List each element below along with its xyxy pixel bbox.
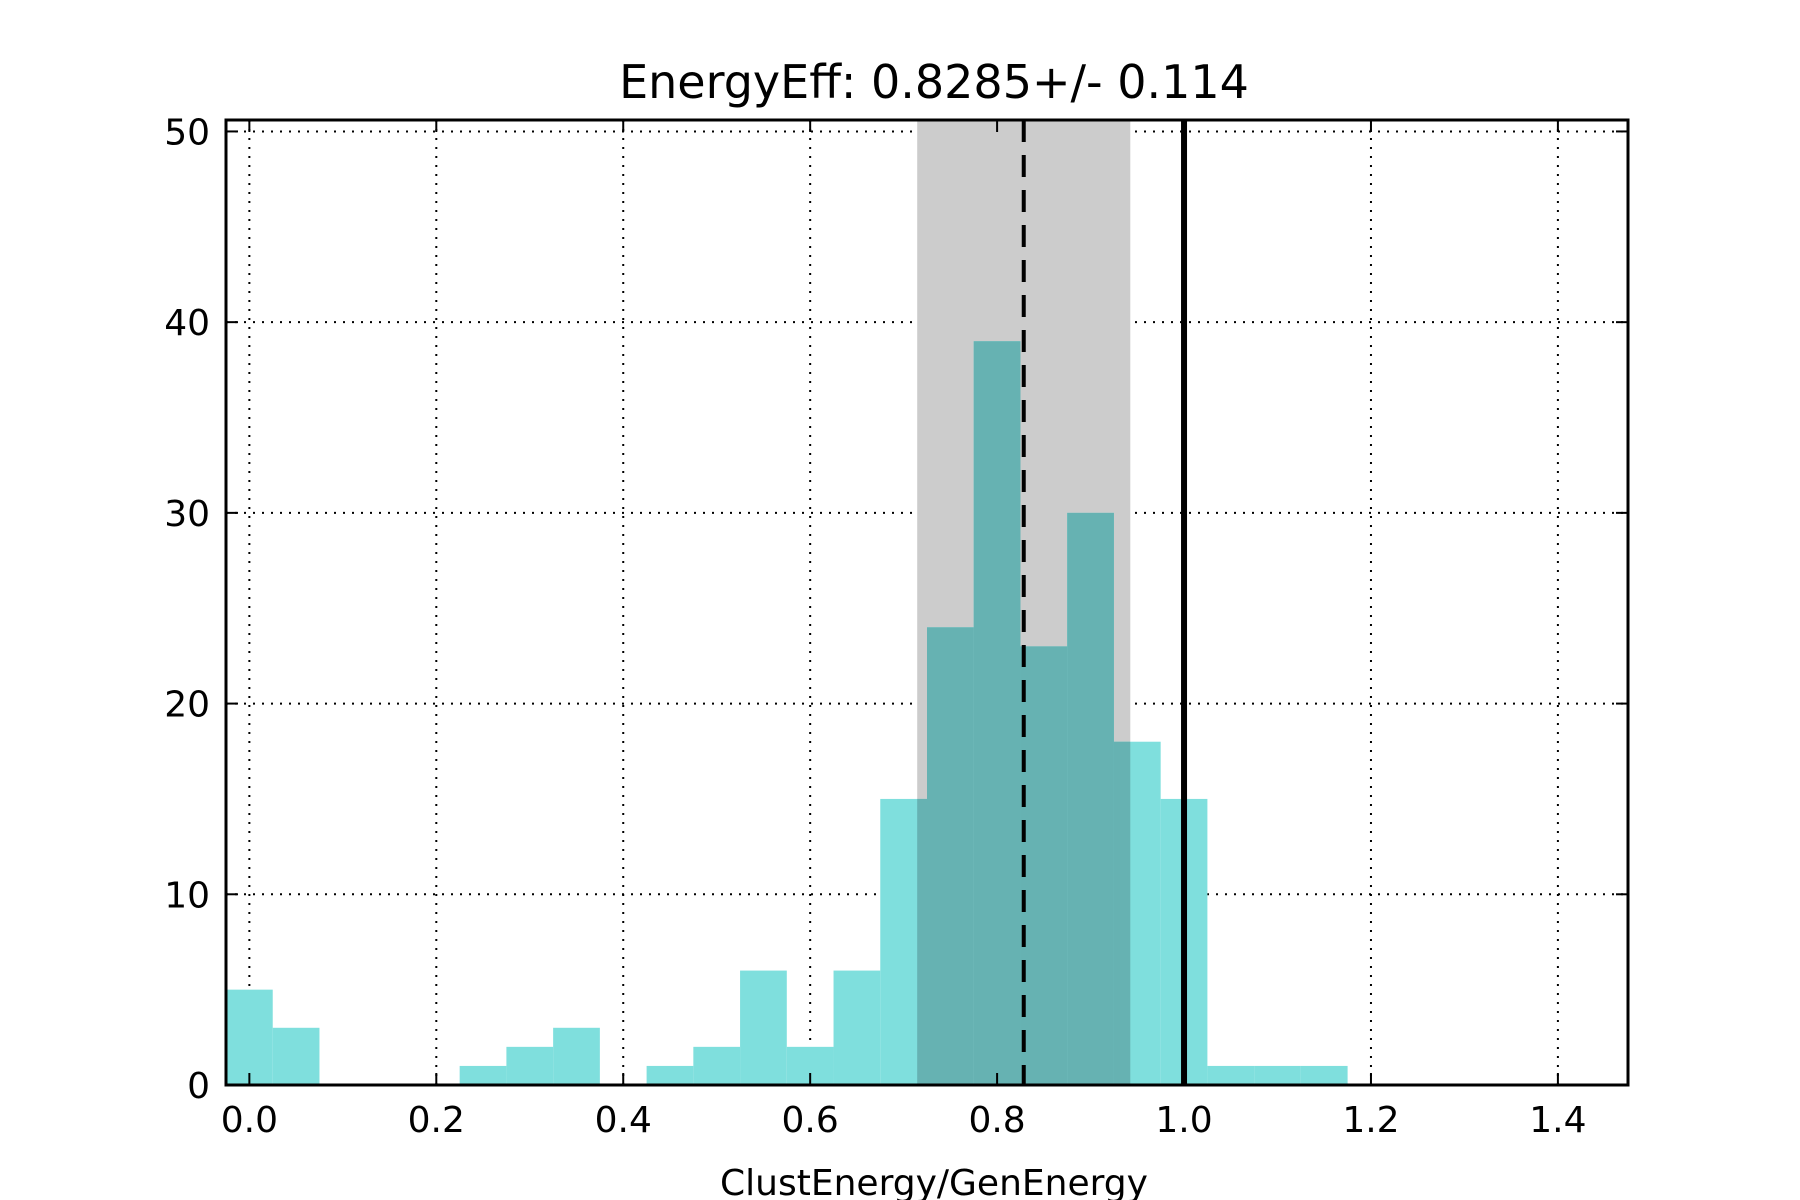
histogram-bar	[693, 1046, 741, 1085]
tick-labels: 0.0 0.2 0.4 0.6 0.8 1.0 1.2 1.4 0 10 20 30 40 50	[164, 112, 1586, 1141]
chart-title: EnergyEff: 0.8285+/- 0.114	[619, 55, 1249, 109]
histogram-bar	[833, 970, 881, 1085]
reference-lines	[1021, 120, 1188, 1085]
histogram-bar-overlap	[1020, 646, 1068, 1085]
histogram-bar	[459, 1065, 507, 1085]
histogram-bar-overlap	[1067, 512, 1114, 1085]
histogram-bar	[506, 1046, 554, 1085]
x-tick-label: 0.6	[782, 1100, 839, 1141]
band-overlap	[917, 341, 1131, 1085]
axes	[224, 118, 1630, 1087]
histogram-bar	[1254, 1065, 1301, 1085]
x-tick-label: 0.8	[968, 1100, 1025, 1141]
y-tick-label: 50	[164, 112, 210, 153]
y-tick-label: 30	[164, 494, 210, 535]
x-tick-label: 1.0	[1155, 1100, 1212, 1141]
histogram-bar	[1207, 1065, 1255, 1085]
x-tick-label: 0.4	[595, 1100, 652, 1141]
histogram-bar	[553, 1027, 600, 1085]
y-tick-label: 0	[187, 1066, 210, 1107]
x-tick-label: 1.2	[1342, 1100, 1399, 1141]
histogram-bars	[226, 341, 1348, 1085]
histogram-bar	[272, 1027, 320, 1085]
histogram-bar	[1300, 1065, 1348, 1085]
y-tick-label: 20	[164, 685, 210, 726]
histogram-bar-overlap	[973, 341, 1021, 1085]
x-tick-label: 1.4	[1529, 1100, 1586, 1141]
y-tick-label: 40	[164, 303, 210, 344]
x-tick-label: 0.2	[408, 1100, 465, 1141]
x-tick-label: 0.0	[221, 1100, 278, 1141]
histogram-bar	[226, 989, 273, 1085]
histogram-bar	[646, 1065, 694, 1085]
histogram-bar-overlap	[927, 627, 974, 1085]
histogram-bar	[740, 970, 787, 1085]
histogram-bar-overlap	[917, 798, 927, 1085]
plot-frame	[224, 118, 1630, 1087]
histogram-bar-overlap	[1113, 741, 1131, 1085]
y-tick-label: 10	[164, 875, 210, 916]
x-axis-title: ClustEnergy/GenEnergy	[720, 1163, 1148, 1200]
